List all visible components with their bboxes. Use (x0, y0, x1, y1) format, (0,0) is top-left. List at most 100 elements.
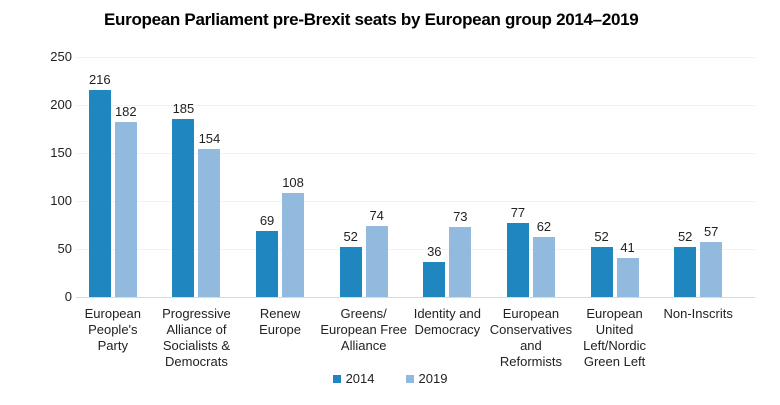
bar-group: 52 41 (573, 57, 657, 297)
legend-marker-2014 (332, 374, 341, 383)
bar-2019 (114, 122, 137, 297)
chart-title: European Parliament pre-Brexit seats by … (104, 10, 639, 29)
category-label-text: Non-Inscrits (664, 306, 733, 322)
category-label-line: Party (97, 338, 128, 353)
bar-2014 (506, 223, 529, 297)
category-label-line: Alliance of (166, 322, 227, 337)
category-label-line: Alliance (340, 338, 387, 353)
category-label-text: Greens/European Free Alliance (320, 306, 407, 354)
bar-value-label: 52 (594, 229, 609, 245)
category-label-line: Green Left (583, 354, 646, 369)
bar-2019 (198, 149, 221, 297)
bar-value-label: 216 (88, 71, 111, 87)
category-label-line: European (84, 306, 142, 321)
bar-value-label: 77 (510, 205, 526, 221)
bar-column-2019: 154 (198, 57, 221, 297)
bar-value-label: 52 (343, 229, 358, 245)
bar-column-2019: 62 (532, 57, 555, 297)
category-label-text: European Conservatives and Reformists (490, 306, 572, 370)
gridline (76, 104, 755, 106)
category-label: Non-Inscrits (656, 306, 740, 376)
x-axis-baseline (76, 296, 755, 298)
bar-2014 (674, 247, 697, 297)
category-label: Progressive Alliance of Socialists & Democr… (155, 306, 239, 376)
gridline (76, 152, 755, 154)
category-label-line: Non-Inscrits (663, 306, 733, 321)
bar-value-label: 36 (427, 244, 442, 260)
bar-column-2014: 52 (674, 57, 697, 297)
bar-value-label: 154 (198, 131, 221, 147)
category-label-line: Renew (259, 306, 301, 321)
category-label-text: Identity and Democracy (414, 306, 481, 338)
bar-group: 77 62 (489, 57, 573, 297)
bar-value-label: 57 (703, 224, 719, 240)
bar-group: 52 74 (322, 57, 406, 297)
bar-group: 69 108 (238, 57, 322, 297)
legend-marker-2019 (405, 374, 414, 383)
category-label-line: Reformists (499, 354, 562, 369)
y-tick-label: 150 (50, 145, 72, 160)
x-axis-labels: European People's Party Progressive Alliance… (71, 306, 740, 376)
y-tick-label: 100 (50, 193, 72, 208)
category-label-line: Identity and (413, 306, 481, 321)
category-label: Identity and Democracy (406, 306, 490, 376)
bar-value-label: 41 (620, 239, 635, 255)
bar-2019 (449, 226, 472, 297)
bar-2014 (339, 247, 362, 297)
gridline (76, 56, 755, 58)
bar-column-2019: 182 (114, 57, 137, 297)
bar-2014 (256, 230, 279, 297)
bar-value-label: 182 (114, 104, 137, 120)
category-label-line: Conservatives (489, 322, 573, 337)
bar-2019 (282, 193, 305, 297)
bar-column-2014: 69 (256, 57, 279, 297)
bar-2014 (88, 89, 111, 297)
bar-value-label: 73 (453, 208, 468, 224)
legend-label-2019: 2019 (418, 371, 448, 386)
bar-column-2014: 77 (506, 57, 529, 297)
bar-column-2019: 41 (616, 57, 639, 297)
bar-2014 (423, 262, 446, 297)
bar-column-2019: 57 (700, 57, 723, 297)
category-label-line: European (586, 306, 643, 321)
bar-column-2014: 185 (172, 57, 195, 297)
category-label-text: European People's Party (85, 306, 141, 354)
bar-group: 185 154 (155, 57, 239, 297)
bar-group: 216 182 (71, 57, 155, 297)
bar-column-2014: 52 (339, 57, 362, 297)
category-label-line: Democrats (165, 354, 228, 369)
bar-value-label: 74 (369, 207, 384, 223)
y-tick-label: 50 (57, 241, 72, 256)
bar-column-2019: 73 (449, 57, 472, 297)
bar-group: 36 73 (406, 57, 490, 297)
category-label-text: European United Left/Nordic Green Left (583, 306, 646, 370)
y-tick-label: 250 (50, 49, 72, 64)
y-tick-label: 200 (50, 97, 72, 112)
category-label-line: Socialists & (162, 338, 231, 353)
category-label-line: European (502, 306, 560, 321)
legend-item-2019: 2019 (405, 371, 448, 386)
category-label-line: Left/Nordic (583, 338, 646, 353)
category-label-line: Democracy (414, 322, 481, 337)
bar-2019 (616, 257, 639, 297)
bar-group: 52 57 (656, 57, 740, 297)
gridline (76, 248, 755, 250)
bar-value-label: 69 (259, 212, 275, 228)
bar-value-label: 62 (536, 219, 552, 235)
bar-column-2014: 52 (590, 57, 613, 297)
gridline (76, 200, 755, 202)
category-label-line: and (520, 338, 542, 353)
bar-column-2019: 108 (282, 57, 305, 297)
bar-value-label: 108 (282, 175, 304, 191)
legend-item-2014: 2014 (332, 371, 375, 386)
bar-2014 (590, 247, 613, 297)
category-label-line: Europe (259, 322, 302, 337)
plot-area: 216 182 185 154 69 108 52 74 36 73 77 62 52 41 52 57 (71, 57, 740, 297)
category-label: European United Left/Nordic Green Left (573, 306, 657, 376)
category-label-line: United (595, 322, 634, 337)
legend-label-2014: 2014 (345, 371, 375, 386)
bar-column-2019: 74 (365, 57, 388, 297)
category-label-line: Greens/ (340, 306, 387, 321)
category-label: European People's Party (71, 306, 155, 376)
